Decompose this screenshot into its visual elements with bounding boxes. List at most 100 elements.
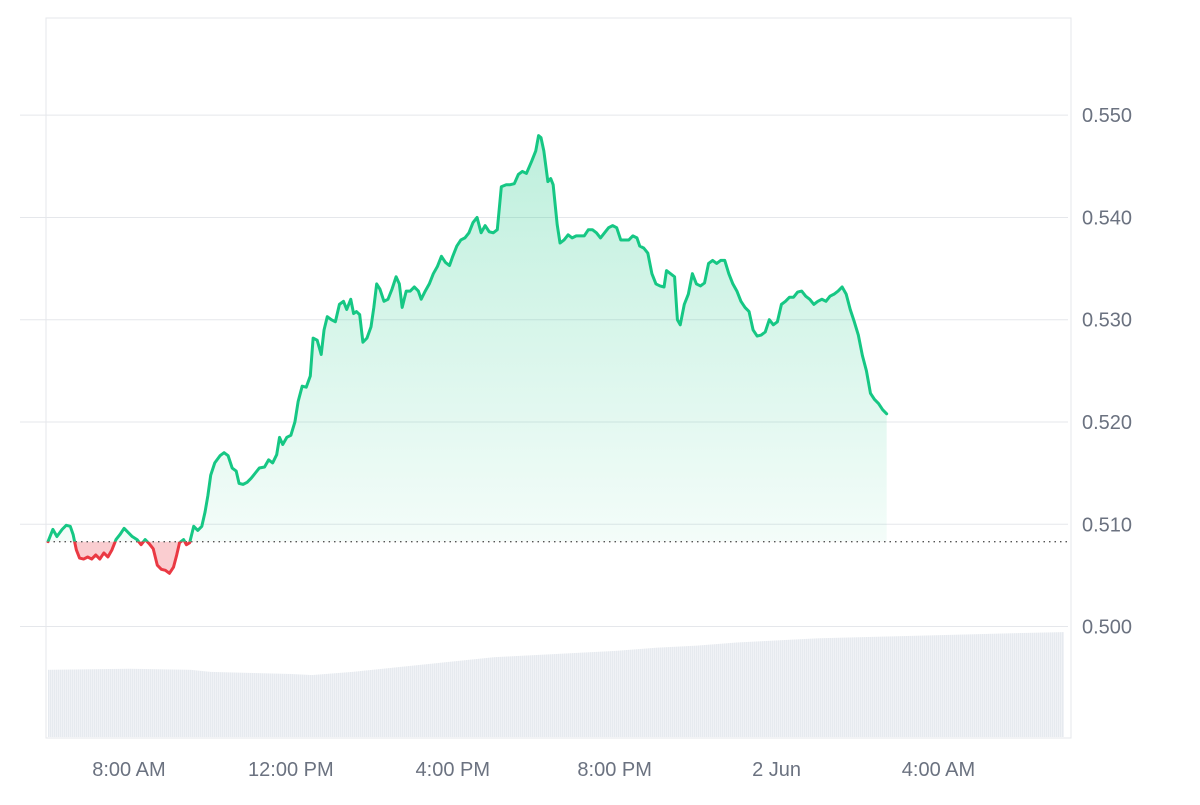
volume-bar-16 xyxy=(80,669,82,737)
volume-bar-370 xyxy=(788,639,790,737)
volume-bar-267 xyxy=(582,652,584,737)
volume-bar-49 xyxy=(146,669,148,737)
volume-bar-46 xyxy=(140,668,142,737)
volume-bar-340 xyxy=(728,643,730,737)
volume-bar-302 xyxy=(652,647,654,737)
volume-bar-426 xyxy=(900,636,902,737)
volume-bar-13 xyxy=(74,669,76,737)
volume-bar-436 xyxy=(920,635,922,737)
volume-bar-0 xyxy=(48,669,50,737)
volume-bar-332 xyxy=(712,644,714,737)
volume-bar-82 xyxy=(212,671,214,737)
volume-bar-247 xyxy=(542,654,544,737)
volume-bar-349 xyxy=(746,641,748,737)
volume-bar-312 xyxy=(672,646,674,737)
volume-bar-253 xyxy=(554,654,556,737)
volume-bar-363 xyxy=(774,640,776,737)
volume-bar-438 xyxy=(924,635,926,737)
volume-bar-480 xyxy=(1008,633,1010,737)
volume-bar-96 xyxy=(240,672,242,737)
volume-bar-477 xyxy=(1002,633,1004,737)
volume-bar-243 xyxy=(534,655,536,737)
volume-bar-21 xyxy=(90,669,92,737)
volume-bar-344 xyxy=(736,642,738,737)
volume-bar-272 xyxy=(592,652,594,737)
volume-bar-83 xyxy=(214,672,216,737)
volume-bar-104 xyxy=(256,673,258,737)
volume-bar-47 xyxy=(142,668,144,737)
volume-bar-505 xyxy=(1058,632,1060,737)
volume-bar-114 xyxy=(276,673,278,737)
volume-bar-174 xyxy=(396,667,398,737)
volume-bar-150 xyxy=(348,672,350,737)
volume-bar-190 xyxy=(428,663,430,737)
volume-bar-265 xyxy=(578,652,580,737)
volume-bar-354 xyxy=(756,641,758,737)
volume-bar-142 xyxy=(332,673,334,737)
volume-bar-238 xyxy=(524,655,526,737)
volume-bar-74 xyxy=(196,670,198,737)
volume-bar-138 xyxy=(324,674,326,737)
volume-bar-307 xyxy=(662,647,664,737)
volume-bar-216 xyxy=(480,658,482,737)
volume-bar-268 xyxy=(584,652,586,737)
volume-bar-315 xyxy=(678,646,680,737)
volume-bar-159 xyxy=(366,670,368,737)
volume-bar-318 xyxy=(684,646,686,737)
volume-bar-6 xyxy=(60,669,62,737)
volume-bar-297 xyxy=(642,648,644,737)
volume-bar-106 xyxy=(260,673,262,737)
volume-bar-372 xyxy=(792,639,794,737)
volume-bar-204 xyxy=(456,661,458,737)
volume-bar-412 xyxy=(872,636,874,737)
volume-bar-334 xyxy=(716,644,718,737)
volume-bar-424 xyxy=(896,636,898,737)
volume-bar-221 xyxy=(490,657,492,737)
volume-bar-298 xyxy=(644,648,646,737)
volume-bar-262 xyxy=(572,653,574,737)
volume-bar-39 xyxy=(126,668,128,737)
volume-bar-393 xyxy=(834,637,836,737)
volume-bar-10 xyxy=(68,669,70,737)
x-tick-label-3: 8:00 PM xyxy=(577,759,651,781)
volume-bar-448 xyxy=(944,635,946,737)
volume-bar-400 xyxy=(848,637,850,737)
volume-bar-421 xyxy=(890,636,892,737)
volume-bar-236 xyxy=(520,655,522,737)
volume-bar-483 xyxy=(1014,633,1016,737)
y-tick-label-4: 0.510 xyxy=(1082,514,1132,536)
volume-bar-145 xyxy=(338,672,340,737)
volume-bar-131 xyxy=(310,674,312,737)
volume-bar-73 xyxy=(194,670,196,737)
volume-bar-304 xyxy=(656,647,658,737)
volume-bar-352 xyxy=(752,641,754,737)
volume-bar-423 xyxy=(894,636,896,737)
volume-bar-129 xyxy=(306,674,308,737)
volume-bar-404 xyxy=(856,637,858,737)
volume-bar-422 xyxy=(892,636,894,737)
volume-bar-224 xyxy=(496,657,498,737)
y-tick-label-0: 0.550 xyxy=(1082,105,1132,127)
volume-bar-501 xyxy=(1050,632,1052,737)
volume-bar-442 xyxy=(932,635,934,737)
y-axis-labels: 0.550 0.540 0.530 0.520 0.510 0.500 xyxy=(1082,105,1132,638)
volume-bar-279 xyxy=(606,651,608,737)
volume-bar-11 xyxy=(70,669,72,737)
y-tick-label-1: 0.540 xyxy=(1082,207,1132,229)
volume-bar-25 xyxy=(98,669,100,737)
volume-bar-148 xyxy=(344,672,346,737)
volume-bar-176 xyxy=(400,666,402,737)
volume-bar-451 xyxy=(950,634,952,737)
volume-bar-361 xyxy=(770,640,772,737)
volume-bar-178 xyxy=(404,666,406,737)
volume-bar-209 xyxy=(466,660,468,737)
volume-bar-81 xyxy=(210,671,212,737)
volume-bar-1 xyxy=(50,669,52,737)
volume-bar-486 xyxy=(1020,633,1022,737)
volume-bar-169 xyxy=(386,668,388,737)
volume-bar-20 xyxy=(88,669,90,737)
volume-bar-356 xyxy=(760,641,762,737)
volume-bar-321 xyxy=(690,645,692,737)
volume-bar-140 xyxy=(328,673,330,737)
volume-bar-333 xyxy=(714,644,716,737)
